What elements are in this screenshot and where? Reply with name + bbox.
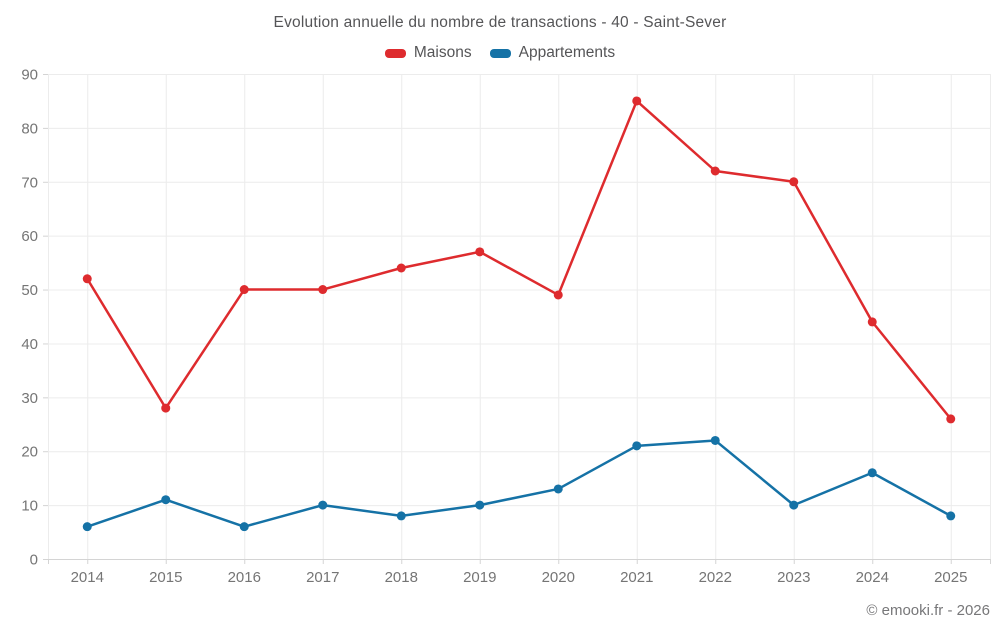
data-point[interactable] [396, 511, 406, 521]
copyright-text: © emooki.fr - 2026 [866, 602, 990, 619]
x-tick-label: 2015 [149, 569, 182, 586]
data-point[interactable] [867, 317, 877, 327]
data-point[interactable] [553, 484, 563, 494]
y-tick-label: 0 [30, 552, 38, 569]
data-point[interactable] [318, 285, 328, 295]
y-tick-label: 40 [21, 336, 38, 353]
y-tick-label: 60 [21, 228, 38, 245]
x-tick-label: 2016 [228, 569, 261, 586]
legend-item-maisons[interactable]: Maisons [384, 44, 472, 62]
x-tick-label: 2017 [306, 569, 339, 586]
series-maisons [82, 96, 956, 424]
x-tick-label: 2022 [699, 569, 732, 586]
legend-label-appartements: Appartements [518, 44, 616, 61]
data-point[interactable] [632, 96, 642, 106]
maisons-swatch-icon [384, 48, 406, 58]
data-point[interactable] [396, 263, 406, 273]
y-tick-label: 80 [21, 120, 38, 137]
data-point[interactable] [239, 522, 249, 532]
data-point[interactable] [867, 468, 877, 478]
legend-label-maisons: Maisons [413, 44, 472, 61]
x-tick-label: 2024 [856, 569, 889, 586]
y-tick-label: 50 [21, 282, 38, 299]
data-point[interactable] [632, 441, 642, 451]
data-point[interactable] [475, 247, 485, 257]
appartements-swatch-icon [489, 48, 511, 58]
series-line [86, 99, 952, 421]
data-point[interactable] [318, 500, 328, 510]
y-tick-label: 10 [21, 498, 38, 515]
data-point[interactable] [710, 435, 720, 445]
chart-title: Evolution annuelle du nombre de transact… [273, 14, 727, 31]
gridlines [48, 74, 991, 560]
y-tick-label: 30 [21, 390, 38, 407]
x-axis-labels: 2014 2015 2016 2017 2018 2019 2020 2021 2022 2023… [71, 569, 968, 586]
x-tick-label: 2021 [620, 569, 653, 586]
data-point[interactable] [161, 403, 171, 413]
x-tick-label: 2019 [463, 569, 496, 586]
data-point[interactable] [789, 177, 799, 187]
data-point[interactable] [553, 290, 563, 300]
x-tick-label: 2020 [542, 569, 575, 586]
series-appartements [82, 435, 956, 532]
data-point[interactable] [710, 166, 720, 176]
data-point[interactable] [82, 274, 92, 284]
legend-item-appartements[interactable]: Appartements [489, 44, 616, 62]
series-line [86, 439, 952, 528]
data-point[interactable] [789, 500, 799, 510]
chart-legend: Maisons Appartements [0, 44, 1000, 62]
data-point[interactable] [946, 511, 956, 521]
data-point[interactable] [239, 285, 249, 295]
x-tick-label: 2018 [385, 569, 418, 586]
y-axis-labels: 0 10 20 30 40 50 60 70 80 90 [21, 67, 38, 569]
y-tick-label: 20 [21, 444, 38, 461]
data-point[interactable] [946, 414, 956, 424]
x-tick-label: 2014 [71, 569, 104, 586]
data-point[interactable] [161, 495, 171, 505]
x-tick-label: 2023 [777, 569, 810, 586]
data-point[interactable] [475, 500, 485, 510]
y-tick-label: 70 [21, 174, 38, 191]
axes [43, 74, 991, 564]
x-tick-label: 2025 [934, 569, 967, 586]
data-point[interactable] [82, 522, 92, 532]
y-tick-label: 90 [21, 67, 38, 84]
